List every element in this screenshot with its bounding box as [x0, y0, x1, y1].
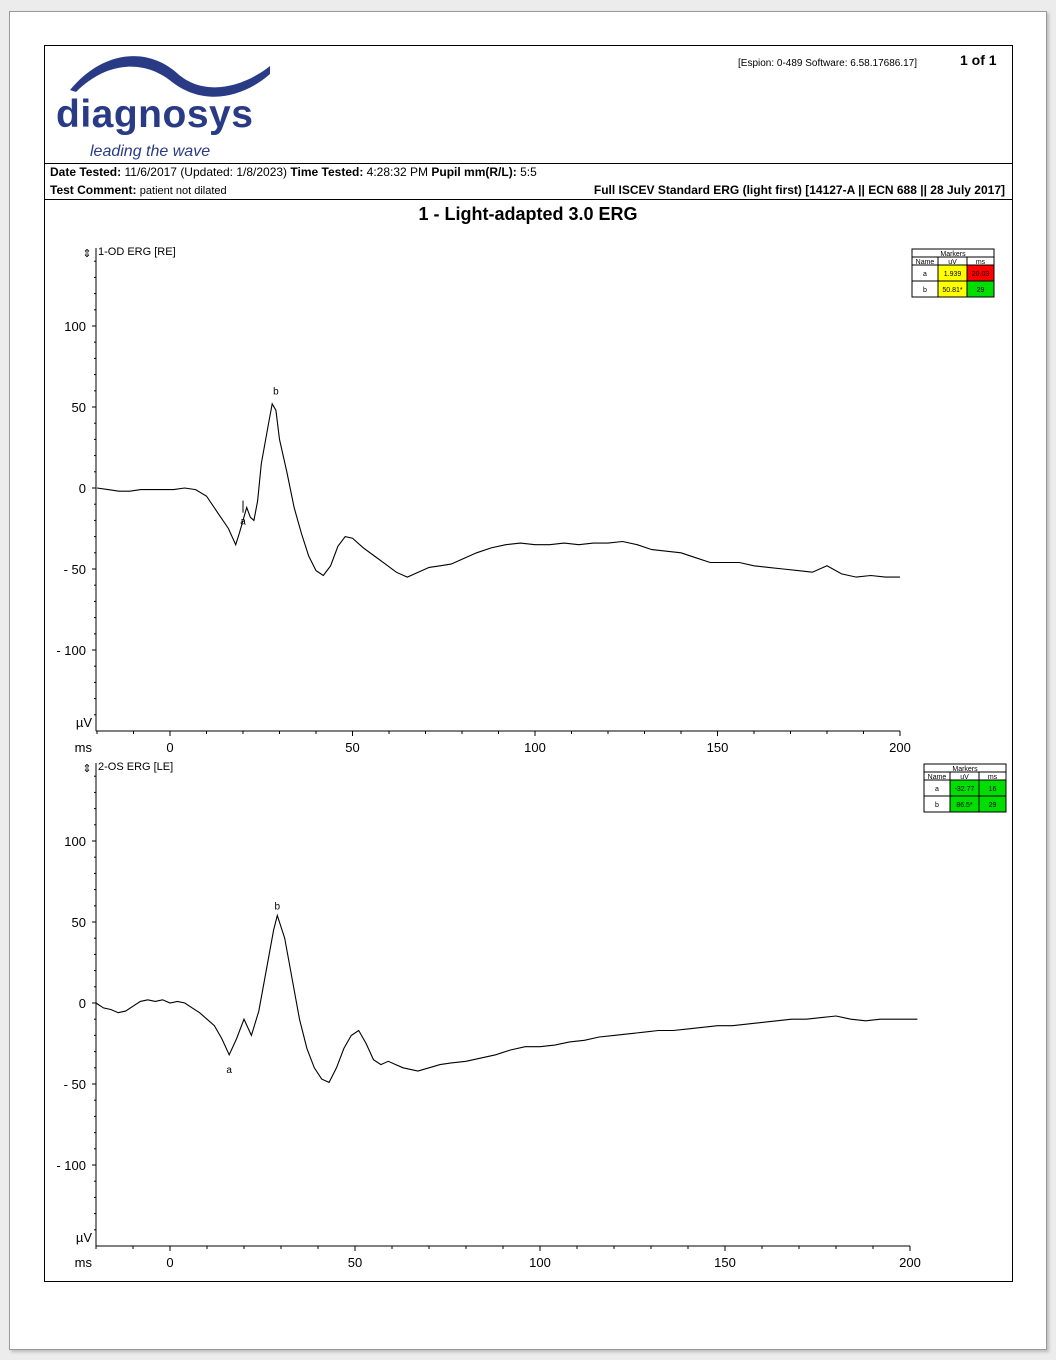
comment-row: Test Comment: patient not dilated — [50, 183, 227, 197]
marker-table-header: uV — [960, 774, 969, 781]
y-tick-label: - 100 — [56, 643, 86, 658]
marker-table-cell — [978, 795, 1007, 813]
logo-tagline: leading the wave — [90, 143, 211, 160]
axis-scale-icon: ⇕ — [82, 763, 91, 775]
marker-table-value: 20.03 — [972, 271, 990, 278]
x-tick-label: 50 — [345, 740, 359, 755]
y-tick-label: 100 — [64, 319, 86, 334]
pupil-value: 5:5 — [520, 165, 537, 179]
x-tick-label: 200 — [899, 1255, 921, 1270]
logo-wave-icon — [70, 56, 270, 97]
marker-label-b: b — [273, 387, 279, 398]
marker-table-header: uV — [948, 259, 957, 266]
y-axis-label: µV — [76, 715, 92, 730]
comment-label: Test Comment: — [50, 183, 137, 197]
time-label: Time Tested: — [290, 165, 364, 179]
erg-trace — [96, 402, 900, 578]
x-tick-label: 0 — [166, 740, 173, 755]
system-info: [Espion: 0-489 Software: 6.58.17686.17] — [738, 58, 918, 69]
channel-label: 2-OS ERG [LE] — [98, 761, 173, 773]
x-tick-label: 100 — [529, 1255, 551, 1270]
marker-table-value: a — [935, 786, 939, 793]
report-frame — [44, 45, 1013, 1282]
marker-table-value: -32.77 — [955, 786, 975, 793]
marker-table-title: Markers — [940, 251, 966, 258]
date-label: Date Tested: — [50, 165, 122, 179]
time-value: 4:28:32 PM — [366, 165, 429, 179]
marker-label-a: a — [240, 517, 246, 528]
x-tick-label: 200 — [889, 740, 911, 755]
y-tick-label: - 100 — [56, 1158, 86, 1173]
marker-label-b: b — [275, 902, 281, 913]
y-tick-label: - 50 — [64, 562, 86, 577]
page-indicator: 1 of 1 — [960, 52, 997, 68]
comment-value: patient not dilated — [139, 185, 227, 197]
marker-table-cell — [966, 280, 995, 298]
marker-table-header: Name — [916, 259, 935, 266]
marker-table-value: 50.81* — [942, 287, 963, 294]
x-tick-label: 100 — [524, 740, 546, 755]
marker-table-value: b — [935, 802, 939, 809]
report-title: 1 - Light-adapted 3.0 ERG — [418, 204, 638, 224]
marker-table-value: 86.5* — [956, 802, 973, 809]
marker-label-a: a — [226, 1065, 232, 1076]
pupil-label: Pupil mm(R/L): — [431, 165, 517, 179]
report-page — [9, 11, 1047, 1350]
marker-table-value: b — [923, 287, 927, 294]
x-tick-label: 50 — [348, 1255, 362, 1270]
y-tick-label: 50 — [72, 915, 86, 930]
logo-text: diagnosys — [56, 93, 254, 136]
x-axis-label: ms — [75, 740, 93, 755]
y-tick-label: - 50 — [64, 1077, 86, 1092]
y-axis-label: µV — [76, 1230, 92, 1245]
marker-table-value: a — [923, 271, 927, 278]
header-divider — [44, 163, 1013, 164]
info-divider — [44, 199, 1013, 200]
protocol-name: Full ISCEV Standard ERG (light first) [1… — [593, 183, 1005, 197]
channel-label: 1-OD ERG [RE] — [98, 246, 176, 258]
erg-trace — [95, 913, 918, 1084]
marker-table-header: Name — [928, 774, 947, 781]
y-tick-label: 100 — [64, 834, 86, 849]
x-tick-label: 0 — [166, 1255, 173, 1270]
date-value: 11/6/2017 (Updated: 1/8/2023) — [124, 165, 288, 179]
x-tick-label: 150 — [707, 740, 729, 755]
y-tick-label: 0 — [79, 481, 86, 496]
y-tick-label: 0 — [79, 996, 86, 1011]
x-tick-label: 150 — [714, 1255, 736, 1270]
y-tick-label: 50 — [72, 400, 86, 415]
marker-table-title: Markers — [952, 766, 978, 773]
marker-table-value: 16 — [989, 786, 997, 793]
x-axis-label: ms — [75, 1255, 93, 1270]
marker-table-header: ms — [988, 774, 998, 781]
marker-table-value: 29 — [977, 287, 985, 294]
marker-table-header: ms — [976, 259, 986, 266]
test-info-row: Date Tested: 11/6/2017 (Updated: 1/8/202… — [50, 165, 537, 179]
axis-scale-icon: ⇕ — [82, 248, 91, 260]
marker-table-value: 29 — [989, 802, 997, 809]
marker-table-value: 1.939 — [944, 271, 962, 278]
